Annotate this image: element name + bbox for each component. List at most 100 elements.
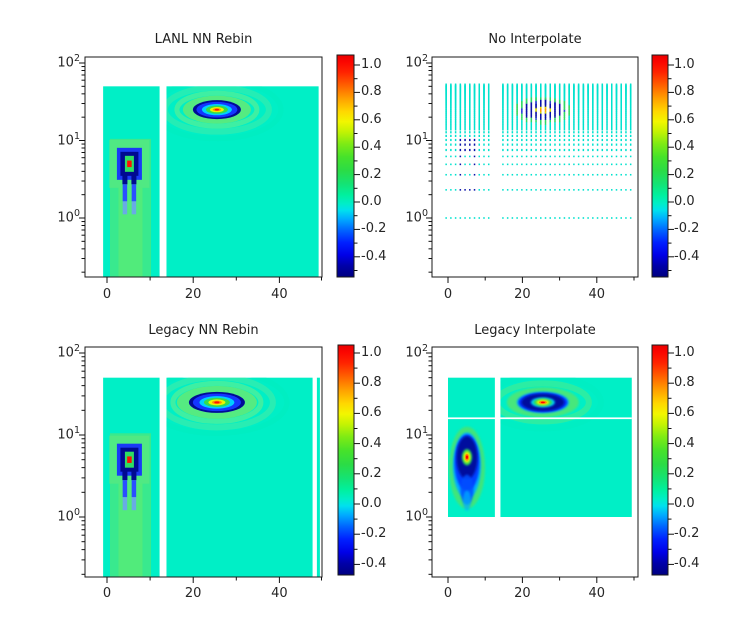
y-tick-base: 10: [405, 55, 422, 71]
colorbar-tick-label: 0.6: [361, 405, 382, 421]
y-tick-label: 102: [34, 53, 80, 71]
y-tick-label: 101: [382, 130, 428, 148]
heatmap-feature: [166, 86, 284, 142]
heatmap-feature: [540, 401, 545, 404]
heatmap-feature: [122, 201, 128, 215]
heatmap-feature: [166, 377, 290, 436]
colorbar-tick-label: 1.0: [361, 345, 382, 360]
heatmap-feature: [214, 108, 220, 111]
y-tick-base: 10: [405, 509, 422, 525]
heatmap-feature: [500, 380, 592, 425]
y-tick-exponent: 0: [421, 208, 428, 219]
y-tick-exponent: 1: [421, 130, 428, 142]
colorbar-tick-label: 0.4: [674, 139, 695, 155]
heatmap-feature: [122, 175, 128, 185]
heatmap-feature: [500, 377, 604, 432]
colorbar-tick-label: -0.4: [674, 248, 700, 264]
heatmap-feature: [131, 471, 137, 481]
y-tick-base: 10: [57, 345, 74, 361]
heatmap-feature: [131, 497, 137, 511]
y-tick-exponent: 1: [421, 425, 428, 436]
legacy-interpolate-plot: [426, 344, 674, 583]
axes-frame: [84, 56, 323, 278]
colorbar-tick-label: -0.2: [361, 526, 387, 542]
heatmap-feature: [166, 86, 272, 135]
colorbar-tick-label: 0.8: [361, 84, 382, 100]
heatmap-feature: [131, 480, 137, 498]
x-tick-label: 40: [588, 586, 606, 601]
x-tick-label: 20: [514, 287, 531, 302]
y-tick-base: 10: [57, 509, 74, 525]
axes-frame: [431, 56, 639, 278]
x-tick-label: 40: [271, 287, 288, 302]
colorbar-tick-label: 0.2: [674, 166, 695, 182]
y-tick-base: 10: [405, 427, 422, 443]
heatmap-feature: [465, 455, 469, 459]
colorbar-tick-label: 0.6: [674, 111, 695, 127]
no-interpolate-plot: [426, 54, 674, 283]
x-tick-label: 0: [102, 586, 112, 601]
x-tick-label: 20: [184, 586, 202, 601]
colorbar-tick-label: 0.8: [674, 84, 695, 100]
colorbar-tick-label: -0.2: [674, 526, 700, 542]
x-tick-label: 20: [514, 586, 531, 601]
heatmap-feature: [170, 380, 264, 424]
colorbar-tick-label: 0.8: [361, 375, 382, 391]
colorbar-tick-label: 0.0: [674, 496, 695, 511]
x-tick-label: 20: [184, 287, 202, 302]
heatmap-block: [316, 377, 320, 577]
heatmap-feature: [131, 184, 137, 202]
y-tick-base: 10: [57, 132, 74, 148]
colorbar-tick-label: 1.0: [361, 57, 382, 72]
heatmap-feature: [127, 160, 132, 168]
colorbar-tick-label: 0.0: [674, 194, 695, 209]
colorbar: [651, 54, 669, 278]
y-tick-exponent: 0: [421, 507, 428, 518]
y-tick-label: 102: [382, 54, 428, 71]
heatmap-feature: [122, 480, 128, 498]
colorbar-tick-label: 1.0: [674, 57, 695, 72]
colorbar-tick-label: 0.2: [361, 465, 382, 481]
colorbar-tick-label: -0.2: [674, 221, 700, 237]
y-tick-base: 10: [405, 210, 422, 226]
y-tick-label: 101: [382, 425, 428, 443]
panel-title-lanl-nn-rebin: LANL NN Rebin: [154, 32, 253, 47]
colorbar-tick-label: -0.2: [361, 221, 387, 237]
y-tick-exponent: 0: [73, 507, 80, 518]
panel-title-no-interpolate: No Interpolate: [488, 32, 582, 47]
heatmap-feature: [174, 90, 260, 129]
lanl-nn-rebin-plot: [79, 54, 360, 283]
y-tick-label: 102: [382, 343, 428, 361]
y-tick-exponent: 2: [73, 53, 80, 64]
x-tick-label: 0: [443, 586, 453, 601]
y-tick-label: 100: [34, 209, 80, 226]
y-tick-exponent: 2: [73, 343, 80, 354]
x-tick-label: 40: [271, 586, 288, 601]
axes-frame: [84, 346, 323, 578]
axes-frame: [431, 346, 639, 578]
colorbar: [651, 344, 669, 576]
heatmap-feature: [214, 401, 220, 404]
y-tick-label: 101: [34, 425, 80, 443]
y-tick-base: 10: [57, 427, 74, 443]
x-tick-label: 0: [102, 287, 112, 302]
heatmap-feature: [131, 175, 137, 185]
colorbar-tick-label: 0.4: [361, 435, 382, 451]
y-tick-exponent: 2: [421, 343, 428, 354]
heatmap-feature: [462, 490, 471, 511]
y-tick-exponent: 1: [73, 425, 80, 436]
y-tick-base: 10: [405, 345, 422, 361]
colorbar-tick-label: 1.0: [674, 345, 695, 360]
colorbar-tick-label: 0.4: [674, 435, 695, 451]
colorbar-tick-label: 0.0: [361, 194, 382, 209]
y-tick-label: 100: [382, 208, 428, 226]
colorbar-tick-label: 0.4: [361, 139, 382, 155]
colorbar-tick-label: -0.4: [674, 556, 700, 572]
heatmap-feature: [127, 456, 132, 463]
colorbar-tick-label: 0.2: [674, 465, 695, 481]
y-tick-label: 100: [34, 507, 80, 525]
heatmap-feature: [122, 497, 128, 511]
y-tick-label: 102: [34, 343, 80, 361]
white-divider-line: [448, 417, 632, 420]
y-tick-base: 10: [57, 210, 74, 226]
